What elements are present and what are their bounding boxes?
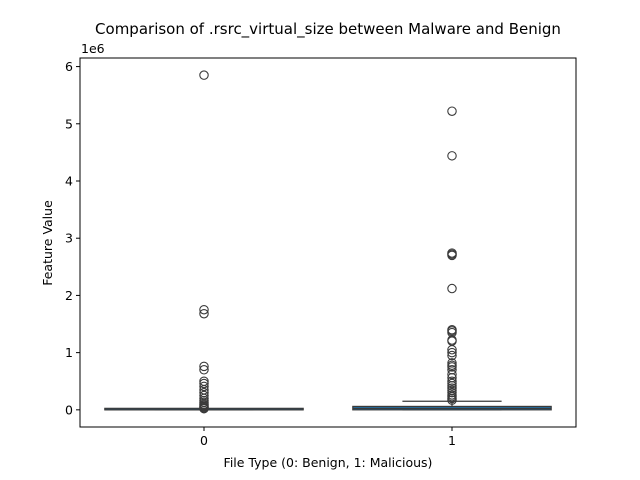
outlier-point [447,387,457,398]
plot-frame [79,57,577,428]
y-tick-label: 0 [65,402,73,417]
y-tick-label: 4 [65,174,73,189]
outlier-point [199,361,209,372]
outlier-point [199,365,209,375]
outlier-point [447,345,457,355]
y-tick-label: 1 [65,345,73,360]
outlier-point [447,376,457,386]
box-group-1 [352,106,552,411]
outlier-point [447,358,457,368]
box-group-0 [104,70,304,414]
outlier-point [447,151,457,161]
outlier-point [199,378,209,389]
y-tick-label: 5 [65,116,73,131]
outlier-point [447,362,457,372]
outlier-point [199,403,209,414]
outlier-point [447,283,457,294]
y-tick-label: 2 [65,288,73,303]
outlier-point [447,250,457,261]
outlier-point [199,70,209,80]
outlier-point [199,308,209,319]
y-axis-offset-label: 1e6 [81,41,105,56]
outlier-point [199,304,209,315]
y-axis: 0 1 2 3 4 5 6 [65,59,80,417]
outlier-point [447,106,457,116]
x-axis-label: File Type (0: Benign, 1: Malicious) [224,455,433,470]
y-tick-label: 3 [65,231,73,246]
outlier-point [199,381,209,392]
outlier-point [447,395,457,405]
x-tick-label: 1 [448,433,456,448]
outlier-point [447,378,457,389]
y-axis-label: Feature Value [40,200,55,286]
outlier-point [447,381,457,391]
plot-area [104,70,552,414]
outlier-point [447,369,457,380]
y-tick-label: 6 [65,59,73,74]
chart-title: Comparison of .rsrc_virtual_size between… [95,20,561,39]
outlier-point [447,347,457,358]
outlier-point [447,350,457,361]
x-tick-label: 0 [200,433,208,448]
